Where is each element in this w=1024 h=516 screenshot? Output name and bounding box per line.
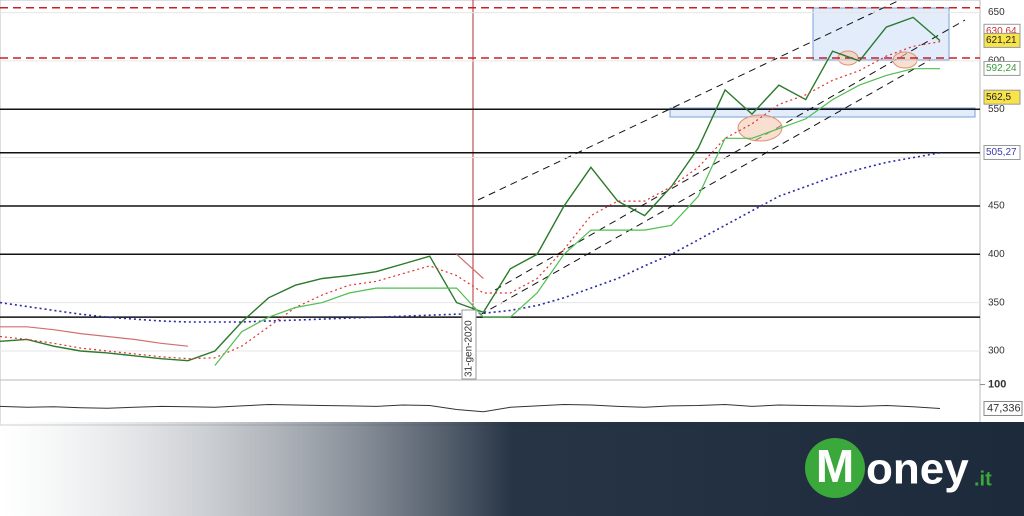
- series-line: [0, 403, 941, 413]
- y-tick-label: 650: [988, 7, 1005, 18]
- logo-circle: [805, 438, 865, 498]
- series-line: [0, 253, 484, 347]
- date-box: [461, 309, 477, 380]
- price-box: [983, 145, 1021, 161]
- price-label: 621,21: [986, 35, 1017, 46]
- price-box: [983, 32, 1021, 48]
- y-tick-label: 350: [988, 297, 1005, 308]
- price-label: 562,5: [986, 92, 1011, 103]
- highlight: [892, 51, 918, 69]
- oscillator-panel: [0, 379, 981, 426]
- logo-initial: M: [816, 440, 854, 492]
- y-tick-label: 300: [988, 346, 1005, 357]
- price-label: 592,24: [986, 63, 1017, 74]
- y-tick-label: 400: [988, 249, 1005, 260]
- channel-line: [479, 59, 931, 316]
- date-label: 31-gen-2020: [464, 320, 475, 377]
- series-line: [0, 16, 941, 362]
- value-box: [983, 400, 1023, 416]
- price-box: [983, 89, 1021, 105]
- y-tick-label: 100: [988, 378, 1006, 390]
- plot-layer: 300350400450500550600650630,64621,21592,…: [0, 6, 1023, 416]
- channel-line: [477, 0, 901, 201]
- logo-suffix: .it: [974, 468, 992, 490]
- channel-line: [494, 19, 966, 291]
- price-label: 630,64: [986, 26, 1017, 37]
- zone-box: [669, 107, 976, 118]
- y-tick-label: 550: [988, 104, 1005, 115]
- price-box: [983, 60, 1021, 76]
- logo: M oney .it: [805, 438, 992, 498]
- series-line: [214, 68, 940, 366]
- price-label: 505,27: [986, 147, 1017, 158]
- value-label: 47,336: [987, 402, 1021, 414]
- logo-text: oney: [866, 445, 969, 494]
- y-tick-label: 450: [988, 201, 1005, 212]
